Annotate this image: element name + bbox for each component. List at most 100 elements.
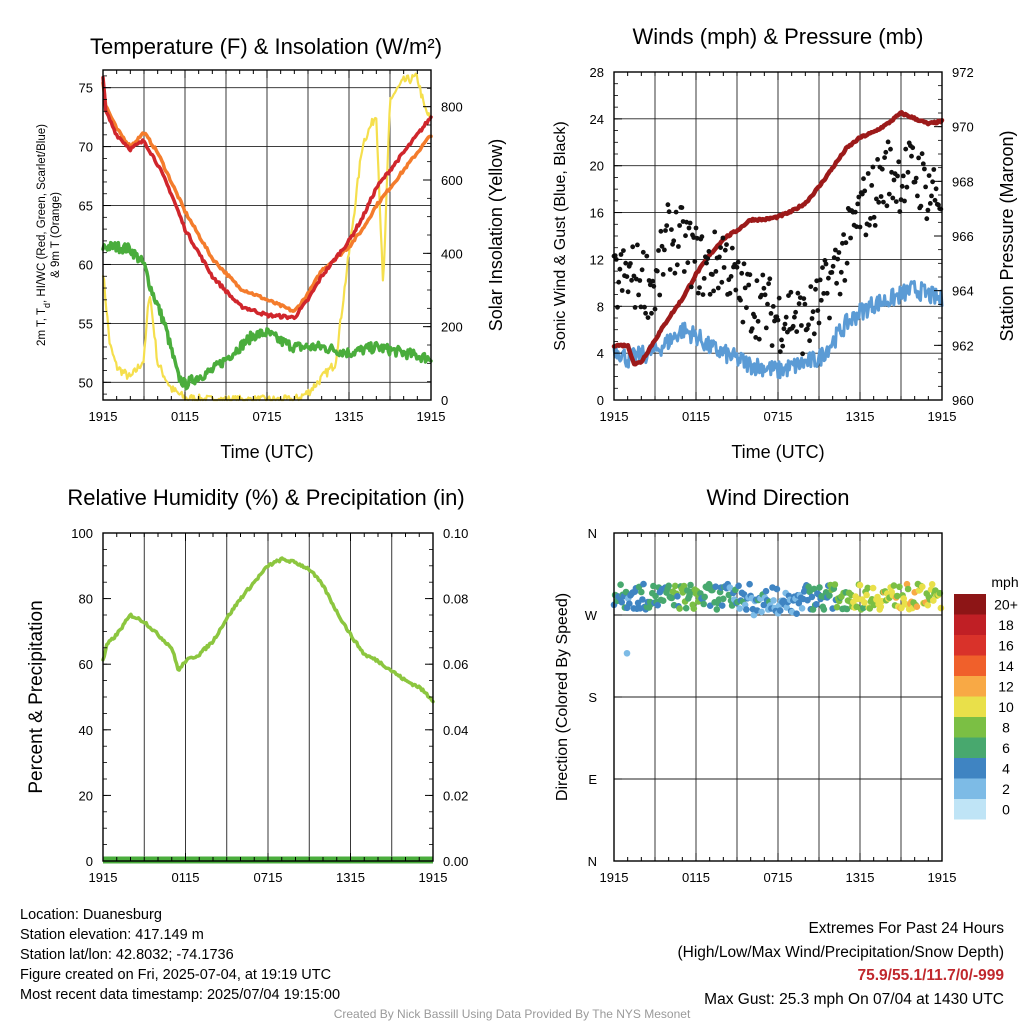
temperature-left-axis-label: 2m T, Td, HI/WC (Red, Green, Scarlet/Blu… <box>36 124 52 346</box>
gust-point <box>775 317 781 323</box>
gust-point <box>899 183 905 189</box>
gust-point <box>790 323 796 329</box>
direction-panel: Wind Direction 1915 0115 0715 1315 1915NESWN… <box>554 485 1019 885</box>
gust-point <box>741 261 747 267</box>
gust-point <box>735 259 741 265</box>
gust-point <box>618 252 624 257</box>
gust-point <box>701 276 707 281</box>
gust-point <box>802 301 808 307</box>
legend-label: 20+ <box>994 596 1018 612</box>
x-tick-label: 0715 <box>764 409 793 424</box>
gust-point <box>695 290 701 296</box>
gust-point <box>865 171 871 176</box>
gust-point <box>615 304 620 310</box>
gust-point <box>724 242 729 248</box>
direction-point <box>665 582 672 590</box>
gust-point <box>659 243 665 249</box>
gust-point <box>826 275 831 281</box>
winds-panel: Winds (mph) & Pressure (mb) 1915 0115 0715… <box>552 24 1017 462</box>
gust-point <box>747 272 753 278</box>
gust-point <box>617 266 623 272</box>
direction-point <box>652 592 659 600</box>
y-tick-label: 60 <box>79 257 93 272</box>
legend-label: 10 <box>998 699 1014 715</box>
x-tick-label: 0115 <box>171 409 199 424</box>
legend-label: 18 <box>998 617 1014 633</box>
legend-label: 16 <box>998 637 1014 653</box>
legend-swatch <box>954 799 986 820</box>
x-tick-label: 1315 <box>335 409 364 424</box>
relative-humidity-line <box>101 556 435 704</box>
y-tick-label: 200 <box>441 320 463 335</box>
direction-point <box>701 593 708 601</box>
y-tick-label: 400 <box>441 246 463 261</box>
legend-swatch <box>954 655 986 676</box>
direction-point <box>726 584 734 591</box>
gust-point <box>923 184 928 190</box>
direction-point <box>735 582 742 590</box>
extremes-subtitle: (High/Low/Max Wind/Precipitation/Snow De… <box>677 943 1005 961</box>
direction-point <box>770 597 777 604</box>
direction-point <box>758 608 765 616</box>
legend-swatch <box>954 717 986 738</box>
legend-swatch <box>954 635 986 656</box>
gust-point <box>677 223 682 228</box>
x-tick-label: 1915 <box>600 409 629 424</box>
gust-point <box>713 269 719 274</box>
gust-point <box>823 261 829 267</box>
gust-point <box>822 258 828 263</box>
gust-point <box>734 264 740 270</box>
direction-point <box>913 603 921 610</box>
humidity-left-axis-label: Percent & Precipitation <box>26 600 47 793</box>
gust-point <box>843 240 849 246</box>
gust-point <box>781 326 787 332</box>
winds-x-axis-label: Time (UTC) <box>731 442 824 462</box>
direction-point <box>813 601 820 608</box>
gust-point <box>895 173 900 179</box>
gust-point <box>733 287 739 293</box>
direction-tick-label: S <box>588 690 597 705</box>
gust-point <box>926 173 932 179</box>
gust-point <box>640 249 646 255</box>
x-tick-label: 1915 <box>419 870 448 885</box>
gust-point <box>842 278 848 283</box>
direction-point <box>808 593 816 601</box>
y-tick-label: 50 <box>79 375 93 390</box>
y-tick-label: 70 <box>79 140 93 155</box>
gust-point <box>729 245 735 251</box>
gust-point <box>756 336 762 342</box>
gust-point <box>666 209 672 215</box>
gust-point <box>720 235 726 241</box>
gust-point <box>876 199 882 205</box>
gust-point <box>878 194 884 199</box>
direction-point <box>713 606 721 613</box>
y-tick-label: 600 <box>441 173 463 188</box>
x-tick-label: 1315 <box>846 870 875 885</box>
gust-point <box>799 323 804 328</box>
gust-point <box>811 331 817 337</box>
legend-swatch <box>954 778 986 799</box>
gust-point <box>818 297 824 303</box>
direction-point <box>893 592 901 600</box>
gust-point <box>704 260 709 266</box>
gust-point <box>922 166 927 172</box>
gust-point <box>683 233 688 239</box>
gust-point <box>766 281 771 287</box>
elevation-text: Station elevation: 417.149 m <box>20 927 204 943</box>
direction-point <box>718 602 726 609</box>
gust-point <box>915 193 920 199</box>
x-tick-label: 0715 <box>254 870 283 885</box>
gust-point <box>788 289 794 295</box>
y-tick-label: 800 <box>441 100 463 115</box>
gust-point <box>848 235 853 241</box>
direction-point <box>937 604 945 612</box>
direction-point <box>816 584 823 591</box>
gust-point <box>740 319 746 325</box>
gust-point <box>739 270 745 276</box>
x-tick-label: 1915 <box>417 409 446 424</box>
direction-point <box>640 580 647 588</box>
gust-point <box>827 315 832 321</box>
gust-point <box>761 285 767 291</box>
gust-point <box>664 223 670 229</box>
legend-swatch <box>954 758 986 779</box>
